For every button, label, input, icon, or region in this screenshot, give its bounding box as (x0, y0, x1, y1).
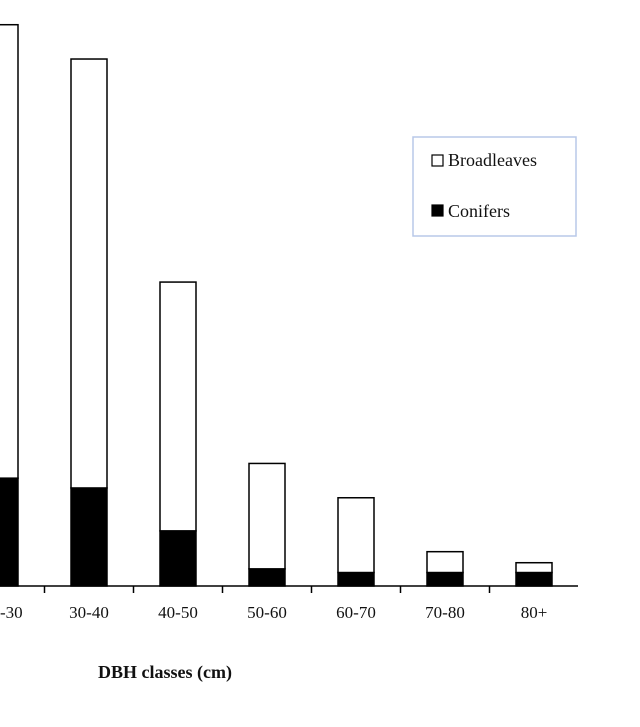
x-tick-label-30-40: 30-40 (69, 603, 109, 622)
bar-conifers-20-30 (0, 477, 19, 587)
bar-conifers-40-50 (159, 530, 197, 587)
x-ticks-layer: -30 30-40 40-50 50-60 60-70 70-80 80+ (0, 586, 547, 622)
x-axis-title: DBH classes (cm) (98, 662, 232, 683)
legend-swatch-conifers (431, 204, 444, 217)
legend-label-broadleaves: Broadleaves (448, 150, 537, 170)
legend: Broadleaves Conifers (412, 136, 577, 237)
bars-layer (0, 23, 553, 587)
x-tick-label-80: 80+ (521, 603, 548, 622)
legend-frame (412, 136, 577, 237)
bar-conifers-50-60 (248, 568, 286, 587)
bar-broadleaves-80 (515, 561, 553, 574)
x-tick-label-60-70: 60-70 (336, 603, 376, 622)
bar-conifers-30-40 (70, 487, 108, 587)
bar-conifers-80 (515, 571, 553, 587)
x-tick-label-20-30: -30 (0, 603, 23, 622)
bar-broadleaves-70-80 (426, 550, 464, 574)
bar-broadleaves-40-50 (159, 281, 197, 532)
legend-label-conifers: Conifers (448, 201, 510, 221)
bar-broadleaves-50-60 (248, 462, 286, 570)
bar-broadleaves-20-30 (0, 23, 19, 479)
x-tick-label-70-80: 70-80 (425, 603, 465, 622)
bar-broadleaves-60-70 (337, 497, 375, 574)
x-tick-label-40-50: 40-50 (158, 603, 198, 622)
bar-broadleaves-30-40 (70, 58, 108, 489)
bar-conifers-70-80 (426, 571, 464, 587)
x-tick-label-50-60: 50-60 (247, 603, 287, 622)
legend-swatch-broadleaves (431, 154, 444, 167)
bar-conifers-60-70 (337, 571, 375, 587)
